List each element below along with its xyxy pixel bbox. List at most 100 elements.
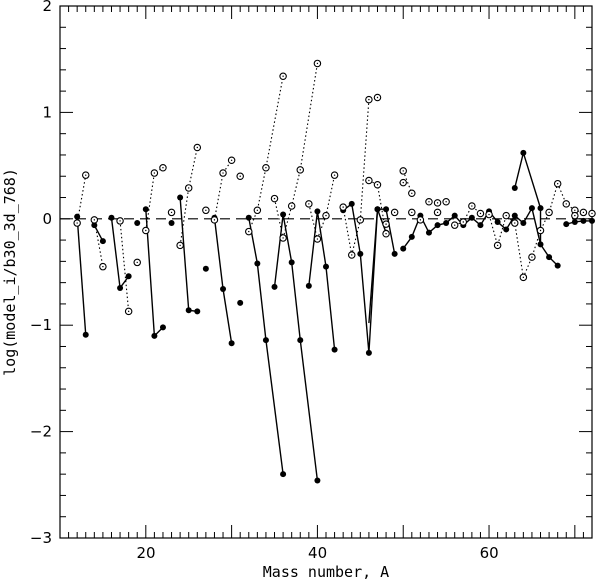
open-series-line	[248, 76, 284, 232]
open-data-point-center	[119, 220, 121, 222]
open-data-point-center	[505, 214, 507, 217]
open-data-point-center	[153, 172, 156, 174]
open-data-point-center	[368, 179, 370, 182]
filled-series-line	[566, 220, 592, 225]
filled-data-point	[563, 221, 570, 228]
open-data-point-center	[574, 209, 576, 211]
open-data-point-center	[290, 205, 293, 207]
filled-series-line	[213, 217, 233, 344]
filled-data-point	[477, 222, 484, 229]
open-data-point-center	[136, 261, 138, 264]
open-data-point-center	[127, 310, 130, 313]
filled-data-point	[185, 307, 192, 314]
x-tick-label-60: 60	[480, 544, 499, 562]
open-data-point-center	[402, 170, 404, 172]
filled-data-point	[262, 337, 269, 344]
open-data-point-center	[548, 211, 550, 214]
y-tick-label-minus-2: −2	[30, 423, 52, 441]
open-data-point-center	[342, 206, 344, 208]
open-data-point-center	[471, 205, 473, 207]
filled-series-line	[179, 197, 198, 313]
filled-series-line	[273, 214, 319, 481]
filled-data-point	[391, 250, 398, 257]
filled-data-point	[108, 214, 115, 221]
open-data-point-center	[514, 222, 516, 224]
filled-data-point	[74, 213, 81, 220]
open-data-point-center	[488, 213, 490, 216]
open-data-point-center	[522, 276, 525, 279]
filled-data-point	[571, 218, 578, 225]
x-axis-label: Mass number, A	[263, 563, 389, 581]
open-data-point-center	[170, 211, 173, 214]
filled-data-point	[271, 283, 278, 290]
open-data-point-center	[282, 237, 284, 239]
open-data-point-center	[333, 174, 336, 176]
filled-data-point	[451, 212, 458, 219]
open-series-line	[145, 167, 164, 231]
filled-data-point	[537, 241, 544, 248]
open-series-line	[119, 220, 130, 312]
filled-series-line	[248, 217, 284, 475]
open-series-line	[342, 99, 370, 256]
open-data-point-center	[368, 98, 370, 101]
filled-data-point	[134, 220, 141, 227]
filled-data-point	[374, 206, 381, 213]
filled-data-point	[151, 332, 158, 339]
open-data-point-center	[282, 75, 284, 77]
filled-data-point	[357, 250, 364, 257]
filled-data-point	[194, 308, 201, 315]
filled-data-point	[589, 217, 595, 224]
filled-data-point	[228, 340, 235, 347]
filled-data-point	[554, 262, 561, 269]
open-data-point-center	[162, 167, 164, 169]
open-data-point-center	[582, 211, 585, 214]
filled-data-point	[580, 217, 587, 224]
filled-data-point	[202, 265, 209, 272]
y-tick-label-minus-1: −1	[30, 316, 52, 334]
filled-data-point	[494, 218, 501, 225]
open-data-point-center	[102, 265, 104, 268]
filled-data-point	[331, 346, 338, 353]
filled-data-point	[383, 206, 390, 213]
open-data-point-center	[454, 224, 456, 226]
open-data-point-center	[213, 219, 216, 221]
filled-series-line	[76, 216, 87, 335]
open-series-line	[213, 159, 233, 220]
x-tick-label-40: 40	[308, 544, 327, 562]
open-data-point-center	[385, 223, 387, 225]
filled-data-point	[117, 284, 124, 291]
filled-data-point	[323, 263, 329, 270]
open-data-point-center	[188, 187, 190, 189]
filled-data-point	[177, 194, 184, 201]
filled-data-point	[237, 299, 244, 306]
filled-data-point	[288, 259, 295, 266]
filled-data-point	[503, 226, 510, 233]
axis-ticks	[59, 5, 593, 539]
open-data-point-center	[145, 229, 147, 232]
filled-data-point	[314, 477, 321, 484]
series-points	[73, 59, 596, 484]
open-data-point-center	[479, 212, 482, 215]
filled-data-point	[434, 222, 441, 229]
filled-data-point	[305, 282, 312, 289]
filled-series-line	[514, 150, 542, 245]
y-tick-label-2: 2	[42, 0, 52, 15]
open-data-point-center	[496, 244, 499, 247]
y-tick-label-minus-3: −3	[30, 529, 52, 547]
filled-data-point	[365, 349, 372, 356]
filled-data-point	[99, 238, 106, 245]
filled-data-point	[520, 149, 527, 156]
open-data-point-center	[436, 202, 439, 204]
filled-data-point	[82, 331, 89, 338]
filled-data-point	[168, 220, 175, 227]
open-data-point-center	[591, 212, 593, 215]
open-data-point-center	[76, 222, 78, 224]
filled-data-point	[280, 211, 287, 218]
x-tick-label-20: 20	[136, 544, 155, 562]
open-data-point-center	[539, 229, 542, 232]
open-data-point-center	[556, 182, 559, 185]
open-data-point-center	[316, 238, 319, 240]
filled-series-line	[342, 202, 387, 353]
open-data-point-center	[325, 214, 327, 217]
